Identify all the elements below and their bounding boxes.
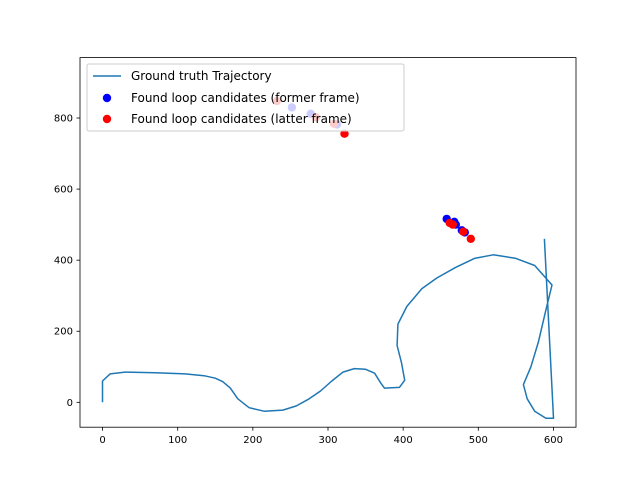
trajectory-line	[101, 238, 555, 420]
legend-marker-former	[102, 93, 112, 103]
legend-marker-latter	[102, 114, 112, 124]
legend-label-latter: Found loop candidates (latter frame)	[131, 112, 352, 126]
x-tick-label: 0	[99, 435, 105, 446]
y-tick-label: 200	[54, 327, 73, 338]
y-axis-ticks: 0 200 400 600 800	[54, 114, 80, 409]
y-tick-label: 400	[54, 256, 73, 267]
trajectory-layer	[101, 238, 555, 420]
legend-label-former: Found loop candidates (former frame)	[131, 91, 360, 105]
loop-candidate-latter-point	[448, 220, 457, 229]
y-tick-label: 800	[54, 114, 73, 125]
legend: Ground truth Trajectory Found loop candi…	[86, 63, 405, 132]
legend-box	[86, 63, 405, 132]
x-tick-label: 500	[469, 435, 488, 446]
x-tick-label: 600	[544, 435, 563, 446]
x-tick-label: 200	[243, 435, 262, 446]
legend-label-trajectory: Ground truth Trajectory	[131, 69, 272, 83]
x-tick-label: 300	[318, 435, 337, 446]
x-axis-ticks: 0 100 200 300 400 500 600	[99, 427, 563, 446]
loop-candidate-latter-point	[340, 129, 349, 138]
loop-candidate-latter-point	[466, 234, 475, 243]
y-tick-label: 0	[67, 398, 73, 409]
loop-candidate-latter-point	[459, 227, 468, 236]
x-tick-label: 400	[394, 435, 413, 446]
y-tick-label: 600	[54, 185, 73, 196]
x-tick-label: 100	[168, 435, 187, 446]
